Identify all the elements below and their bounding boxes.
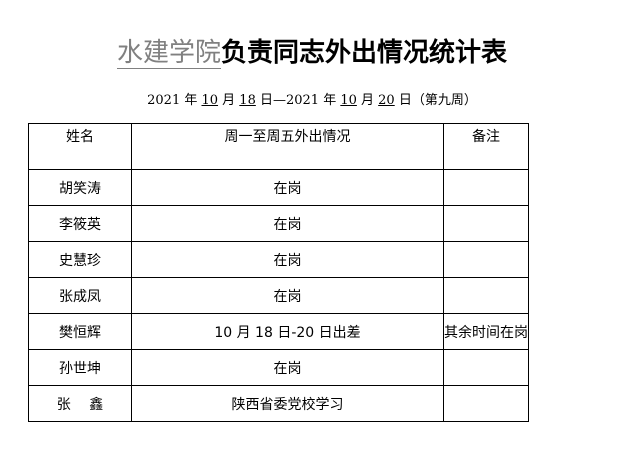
cell-status: 在岗: [131, 277, 444, 314]
cell-status: 在岗: [131, 241, 444, 278]
cell-status: 在岗: [131, 349, 444, 386]
cell-name: 史慧珍: [28, 241, 132, 278]
cell-name: 张成凤: [28, 277, 132, 314]
cell-remark: [443, 205, 529, 242]
table-row: 史慧珍 在岗: [28, 241, 529, 278]
end-month: 10: [340, 93, 357, 108]
cell-name: 樊恒辉: [28, 313, 132, 350]
cell-remark: [443, 277, 529, 314]
table-row: 张 鑫陕西省委党校学习: [28, 385, 529, 422]
cell-remark: [443, 349, 529, 386]
org-name: 水建学院: [116, 38, 221, 69]
cell-remark: [443, 241, 529, 278]
start-day: 18: [239, 93, 256, 108]
table-row: 胡笑涛 在岗: [28, 169, 529, 206]
page-title: 水建学院负责同志外出情况统计表: [0, 32, 624, 69]
header-name: 姓名: [28, 123, 132, 170]
cell-status: 陕西省委党校学习: [131, 385, 444, 422]
cell-status: 在岗: [131, 205, 444, 242]
label: 月: [356, 93, 379, 108]
end-day: 20: [378, 93, 395, 108]
label: 年: [319, 93, 341, 108]
header-status: 周一至周五外出情况: [131, 123, 444, 170]
table-row: 李筱英 在岗: [28, 205, 529, 242]
week-label: （第九周）: [411, 93, 477, 108]
cell-name: 张 鑫: [28, 385, 132, 422]
cell-name: 李筱英: [28, 205, 132, 242]
cell-name: 孙世坤: [28, 349, 132, 386]
start-year: 2021: [147, 93, 181, 108]
table-row: 孙世坤 在岗: [28, 349, 529, 386]
cell-remark: 其余时间在岗: [443, 313, 529, 350]
outing-table: 姓名 周一至周五外出情况 备注 胡笑涛 在岗 李筱英 在岗 史慧珍 在岗 张成凤 在岗 樊恒辉 1…: [28, 123, 529, 422]
start-month: 10: [201, 93, 219, 108]
title-text: 负责同志外出情况统计表: [221, 38, 508, 68]
cell-status: 在岗: [131, 169, 444, 206]
table-header: 姓名 周一至周五外出情况 备注: [28, 123, 529, 170]
label: 日—: [255, 93, 286, 108]
table-row: 张成凤 在岗: [28, 277, 529, 314]
cell-name: 胡笑涛: [28, 169, 132, 206]
end-year: 2021: [285, 93, 320, 108]
label: 月: [218, 93, 240, 108]
label: 年: [180, 93, 202, 108]
cell-remark: [443, 169, 529, 206]
cell-remark: [443, 385, 529, 422]
cell-status: 10 月 18 日-20 日出差: [131, 313, 444, 350]
date-range: 2021 年 10 月 18 日—2021 年 10 月 20 日（第九周）: [0, 89, 624, 108]
table-row: 樊恒辉 10 月 18 日-20 日出差 其余时间在岗: [28, 313, 529, 350]
label: 日: [394, 93, 412, 108]
header-remark: 备注: [443, 123, 529, 170]
